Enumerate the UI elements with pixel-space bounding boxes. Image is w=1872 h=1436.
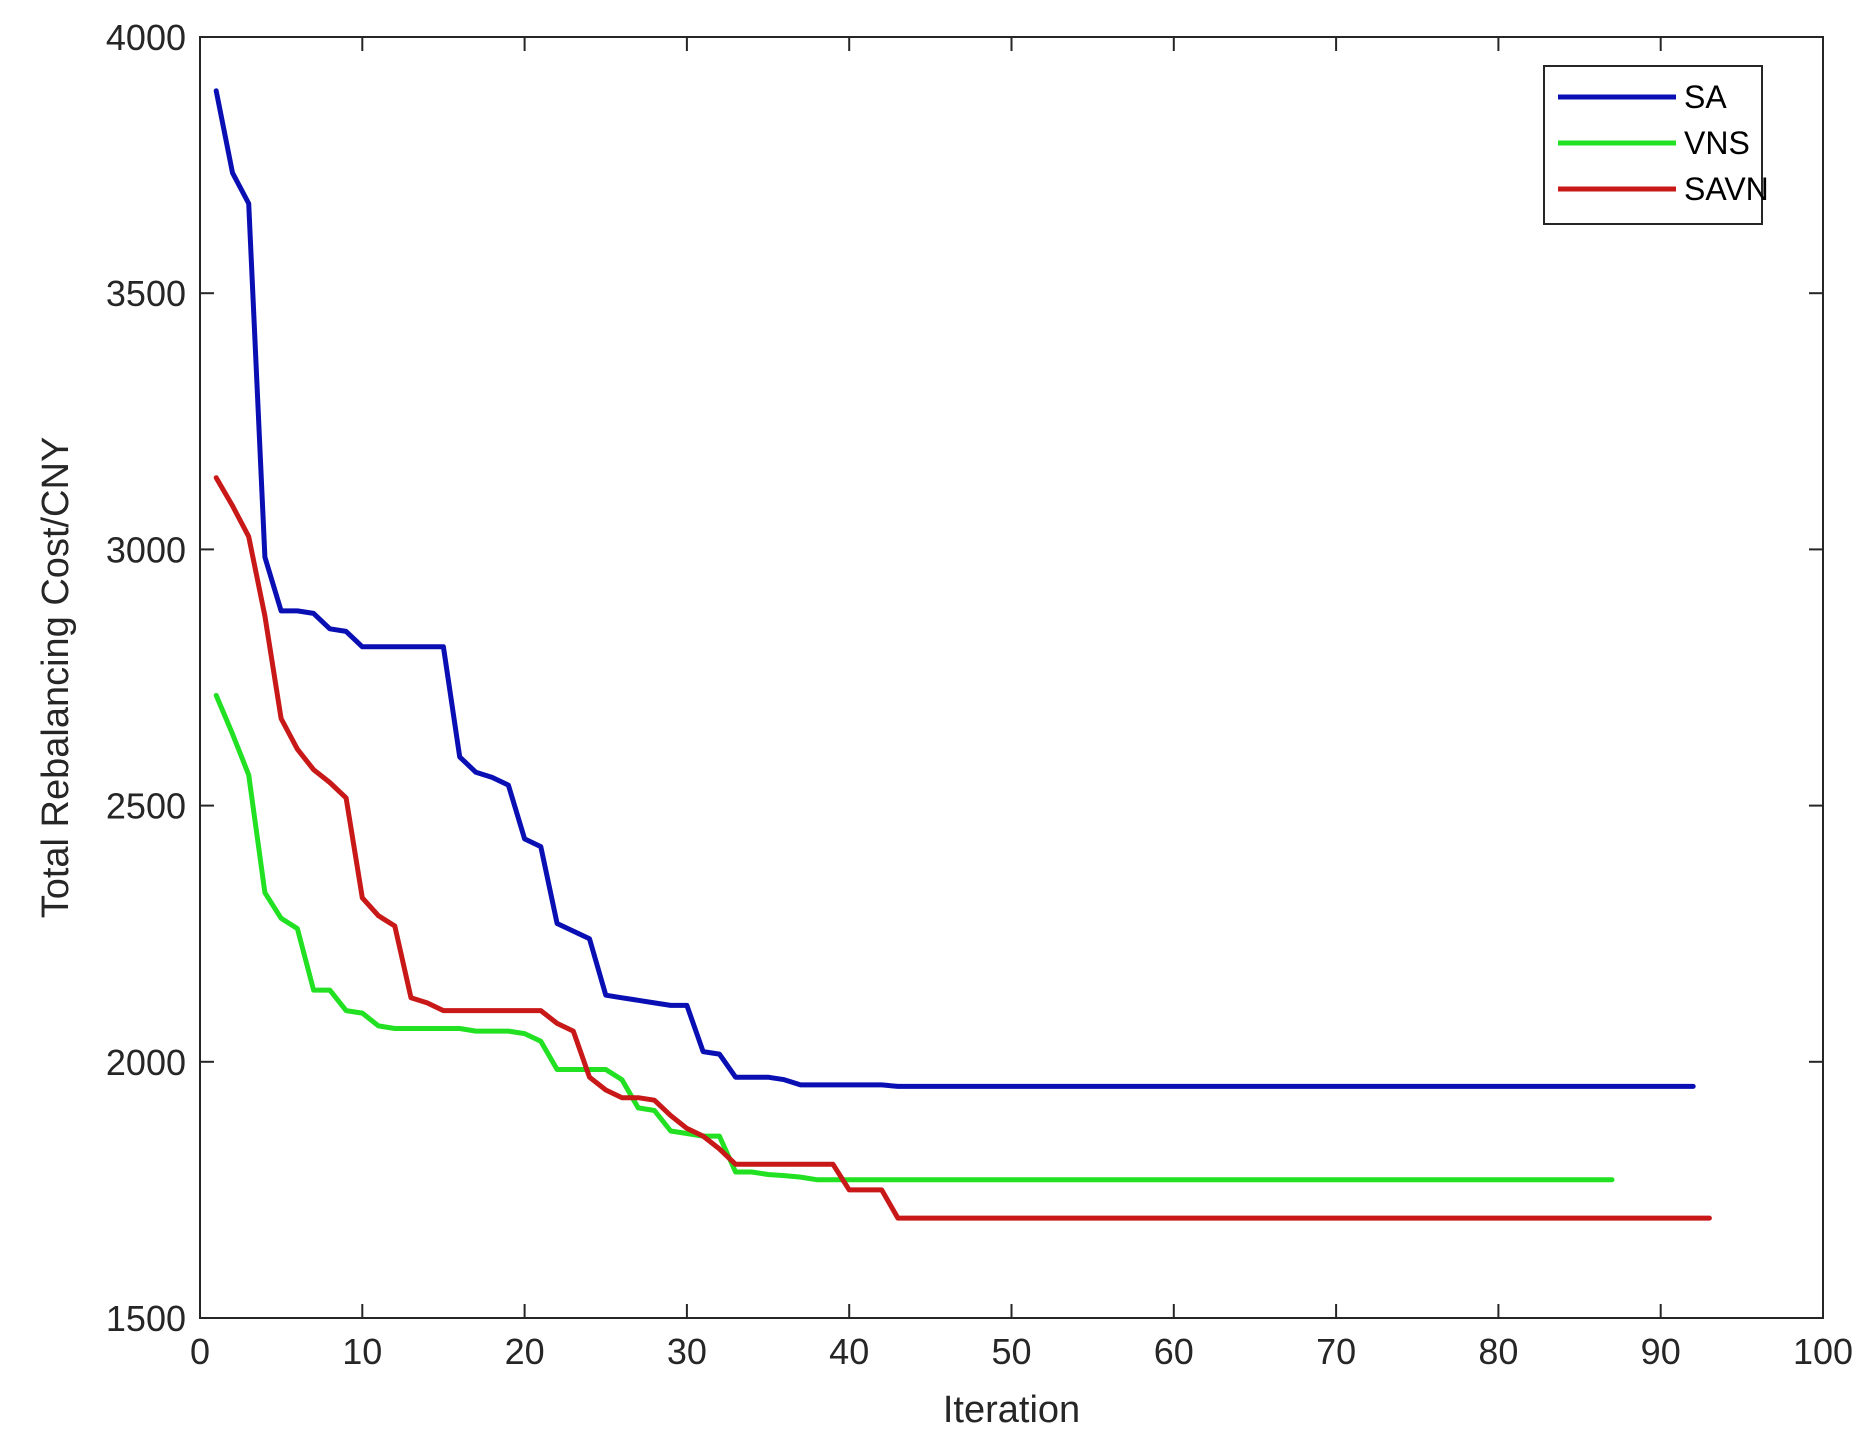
series-layer (213, 88, 1712, 1221)
x-tick-label: 30 (667, 1331, 707, 1372)
x-tick-label: 70 (1316, 1331, 1356, 1372)
x-tick-label: 60 (1154, 1331, 1194, 1372)
y-axis-title: Total Rebalancing Cost/CNY (35, 437, 77, 919)
x-tick-label: 100 (1793, 1331, 1853, 1372)
legend: SA VNS SAVN (1543, 65, 1769, 225)
x-tick-label: 90 (1641, 1331, 1681, 1372)
x-tick-label: 80 (1478, 1331, 1518, 1372)
x-tick-label: 50 (991, 1331, 1031, 1372)
y-tick-label: 3500 (106, 273, 186, 314)
legend-label-savn: SAVN (1684, 171, 1769, 207)
y-tick-label: 2000 (106, 1042, 186, 1083)
series-line-vns (213, 692, 1615, 1183)
y-tick-label: 1500 (106, 1298, 186, 1339)
x-tick-label: 40 (829, 1331, 869, 1372)
legend-label-vns: VNS (1684, 125, 1750, 161)
y-tick-label: 4000 (106, 17, 186, 58)
axis-ticks (199, 36, 1824, 1319)
y-tick-label: 3000 (106, 529, 186, 570)
series-line-sa (213, 88, 1696, 1089)
x-tick-label: 20 (505, 1331, 545, 1372)
series-line-savn (213, 475, 1712, 1221)
x-tick-label: 10 (342, 1331, 382, 1372)
x-axis-title: Iteration (943, 1389, 1080, 1431)
x-tick-labels: 0 10 20 30 40 50 60 70 80 90 100 (190, 1331, 1853, 1372)
plot-area (199, 36, 1824, 1319)
y-tick-label: 2500 (106, 786, 186, 827)
legend-label-sa: SA (1684, 79, 1727, 115)
y-tick-labels: 1500 2000 2500 3000 3500 4000 (106, 17, 186, 1339)
x-tick-label: 0 (190, 1331, 210, 1372)
